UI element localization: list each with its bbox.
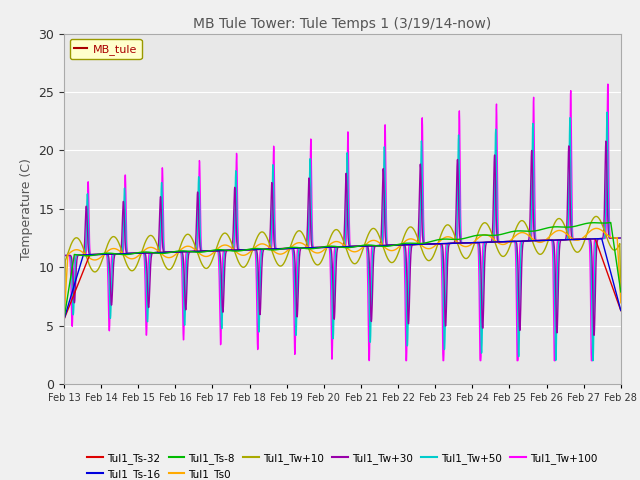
- Tul1_Tw+30: [583, 236, 591, 242]
- Tul1_Tw+10: [592, 214, 600, 219]
- Tul1_Tw+10: [371, 226, 378, 231]
- Y-axis label: Temperature (C): Temperature (C): [20, 158, 33, 260]
- Tul1_Tw+10: [617, 294, 625, 300]
- Tul1_Ts-8: [568, 224, 575, 230]
- Tul1_Ts0: [358, 245, 366, 251]
- Line: Tul1_Tw+50: Tul1_Tw+50: [64, 112, 621, 360]
- Tul1_Ts-16: [504, 239, 512, 244]
- Tul1_Tw+50: [568, 217, 575, 223]
- Tul1_Ts-16: [60, 316, 68, 322]
- Tul1_Tw+30: [617, 235, 625, 241]
- Tul1_Tw+30: [60, 252, 68, 258]
- Tul1_Ts-8: [371, 242, 378, 248]
- Tul1_Tw+10: [216, 238, 223, 243]
- Tul1_Ts-32: [568, 237, 575, 242]
- Tul1_Tw+50: [216, 252, 223, 257]
- Tul1_Tw+10: [60, 320, 68, 326]
- Tul1_Tw+50: [589, 358, 596, 363]
- Tul1_Ts-8: [216, 247, 223, 252]
- Tul1_Ts-32: [591, 236, 599, 242]
- Tul1_Ts-16: [371, 243, 378, 249]
- Tul1_Ts0: [617, 300, 625, 306]
- Tul1_Ts-16: [568, 237, 575, 242]
- Tul1_Tw+50: [371, 243, 378, 249]
- Tul1_Ts0: [371, 238, 378, 243]
- Tul1_Tw+100: [584, 236, 591, 242]
- Tul1_Ts-8: [358, 242, 366, 248]
- Tul1_Ts-8: [617, 289, 625, 295]
- Tul1_Ts-16: [598, 236, 605, 241]
- Tul1_Ts-32: [371, 243, 378, 249]
- Tul1_Tw+10: [358, 248, 366, 254]
- Tul1_Ts0: [60, 317, 68, 323]
- Tul1_Tw+50: [604, 109, 611, 115]
- Tul1_Tw+100: [604, 81, 612, 87]
- Tul1_Ts-32: [617, 308, 625, 313]
- Tul1_Tw+50: [504, 239, 512, 244]
- Tul1_Tw+30: [602, 138, 610, 144]
- Line: Tul1_Tw+10: Tul1_Tw+10: [64, 216, 621, 323]
- Tul1_Ts-16: [583, 236, 591, 242]
- Tul1_Tw+100: [371, 243, 379, 249]
- Line: Tul1_Tw+100: Tul1_Tw+100: [64, 84, 621, 360]
- Tul1_Tw+100: [365, 358, 373, 363]
- Tul1_Ts-8: [504, 229, 512, 235]
- Tul1_Ts-8: [583, 220, 591, 226]
- Tul1_Tw+10: [583, 231, 591, 237]
- Tul1_Tw+10: [568, 241, 575, 247]
- Title: MB Tule Tower: Tule Temps 1 (3/19/14-now): MB Tule Tower: Tule Temps 1 (3/19/14-now…: [193, 17, 492, 31]
- Tul1_Tw+30: [504, 239, 512, 244]
- Tul1_Tw+100: [358, 243, 366, 249]
- Tul1_Tw+100: [216, 277, 223, 283]
- Line: Tul1_Ts-8: Tul1_Ts-8: [64, 223, 621, 319]
- Line: Tul1_Ts-32: Tul1_Ts-32: [64, 239, 621, 320]
- Tul1_Ts0: [216, 245, 223, 251]
- Legend: Tul1_Ts-32, Tul1_Ts-16, Tul1_Ts-8, Tul1_Ts0, Tul1_Tw+10, Tul1_Tw+30, Tul1_Tw+50,: Tul1_Ts-32, Tul1_Ts-16, Tul1_Ts-8, Tul1_…: [83, 448, 602, 480]
- Tul1_Tw+100: [617, 235, 625, 241]
- Tul1_Ts-32: [60, 317, 68, 323]
- Tul1_Ts0: [583, 231, 591, 237]
- Line: Tul1_Ts0: Tul1_Ts0: [64, 228, 621, 320]
- Line: Tul1_Ts-16: Tul1_Ts-16: [64, 239, 621, 319]
- Tul1_Tw+100: [568, 188, 575, 193]
- Tul1_Ts0: [593, 226, 600, 231]
- Tul1_Tw+30: [371, 245, 378, 251]
- Tul1_Tw+30: [358, 243, 366, 249]
- Tul1_Ts-16: [358, 243, 366, 249]
- Tul1_Tw+100: [60, 252, 68, 258]
- Tul1_Ts0: [568, 235, 575, 241]
- Tul1_Ts-8: [607, 220, 614, 226]
- Tul1_Tw+30: [216, 248, 223, 254]
- Tul1_Ts-16: [617, 308, 625, 313]
- Tul1_Tw+50: [358, 243, 366, 249]
- Line: Tul1_Tw+30: Tul1_Tw+30: [64, 141, 621, 336]
- Tul1_Tw+30: [568, 234, 575, 240]
- Tul1_Ts-32: [358, 243, 366, 249]
- Tul1_Ts-32: [583, 236, 591, 242]
- Tul1_Tw+30: [590, 333, 598, 338]
- Tul1_Tw+50: [583, 236, 591, 242]
- Tul1_Ts-16: [216, 248, 223, 253]
- Tul1_Ts0: [504, 240, 512, 245]
- Tul1_Ts-8: [60, 316, 68, 322]
- Tul1_Ts-32: [504, 239, 512, 244]
- Tul1_Tw+50: [60, 252, 68, 258]
- Tul1_Ts-32: [216, 248, 223, 253]
- Tul1_Tw+50: [617, 235, 625, 241]
- Tul1_Tw+100: [504, 239, 512, 244]
- Tul1_Tw+10: [504, 248, 512, 253]
